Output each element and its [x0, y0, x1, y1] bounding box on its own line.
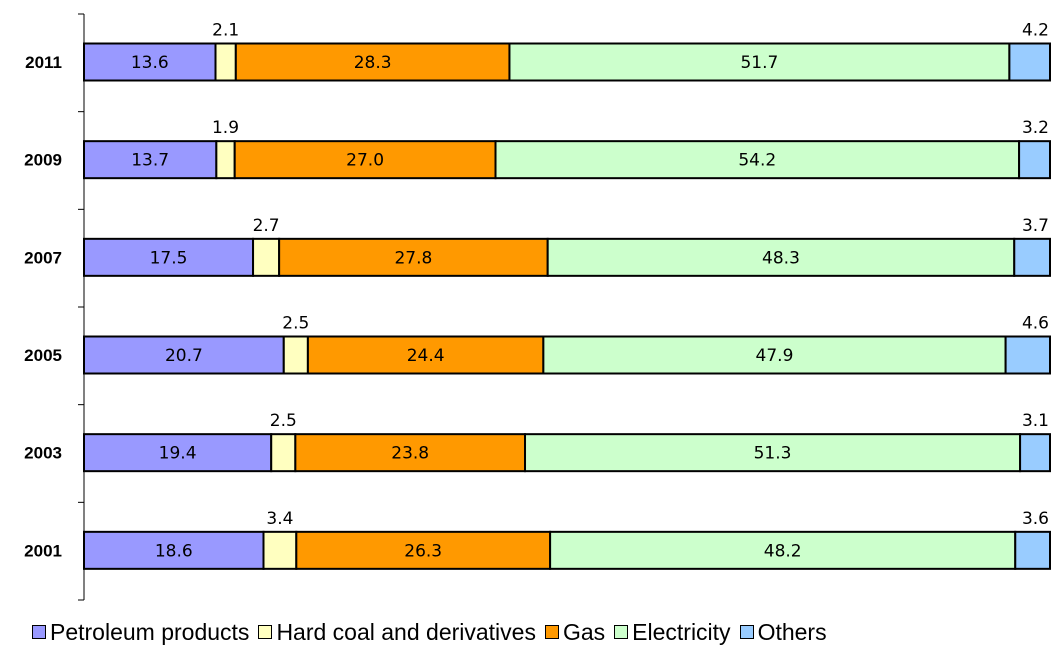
bar-segment	[234, 42, 511, 82]
bar-segment	[295, 530, 552, 570]
data-label: 48.2	[764, 541, 802, 561]
data-label: 51.3	[754, 444, 792, 464]
data-label: 18.6	[155, 541, 193, 561]
data-label: 13.6	[131, 53, 169, 73]
bar-segment	[1019, 433, 1052, 473]
bar-segment	[1014, 530, 1051, 570]
bar-segment	[494, 140, 1021, 180]
data-label: 24.4	[407, 346, 445, 366]
legend-swatch	[258, 625, 273, 639]
bar-segment	[1008, 42, 1052, 82]
data-label: 3.1	[1022, 411, 1049, 431]
data-label: 19.4	[159, 444, 197, 464]
data-label: 23.8	[391, 444, 429, 464]
legend-label: Electricity	[632, 618, 731, 645]
bar-segment	[215, 140, 236, 180]
category-label: 2005	[24, 346, 62, 365]
data-label: 13.7	[131, 151, 169, 171]
data-label: 17.5	[150, 248, 188, 268]
bar-segment	[83, 42, 217, 82]
legend-label: Petroleum products	[50, 618, 250, 645]
category-label: 2001	[24, 541, 62, 560]
data-label: 3.2	[1022, 118, 1049, 138]
data-label: 3.4	[266, 509, 293, 529]
legend-item: Petroleum products	[32, 619, 249, 646]
data-label: 2.1	[212, 21, 239, 41]
labels-layer: 2011 13.6 2.1 28.3 51.7 4.2 2009 13.7 1.9 27.0 54.…	[24, 21, 1049, 562]
category-label: 2003	[24, 444, 62, 463]
data-label: 48.3	[762, 248, 800, 268]
bar-segment	[542, 335, 1007, 375]
bar-segment	[214, 42, 237, 82]
bar-segment	[83, 335, 285, 375]
chart-legend: Petroleum products Hard coal and derivati…	[32, 619, 836, 645]
data-label: 51.7	[740, 53, 778, 73]
category-label: 2007	[24, 248, 62, 267]
bar-segment	[262, 530, 298, 570]
legend-item: Others	[739, 618, 827, 646]
bar-segment	[83, 530, 265, 570]
data-label: 3.7	[1022, 216, 1049, 236]
data-label: 28.3	[354, 53, 392, 73]
bars-layer	[83, 42, 1052, 570]
legend-item: Hard coal and derivatives	[258, 619, 536, 646]
bar-segment	[549, 530, 1017, 570]
data-label: 2.7	[253, 216, 280, 236]
bar-segment	[294, 433, 527, 473]
data-label: 4.6	[1022, 314, 1049, 334]
bar-segment	[1018, 140, 1052, 180]
data-label: 2.5	[270, 411, 297, 431]
bar-segment	[278, 237, 549, 277]
data-label: 54.2	[738, 151, 776, 171]
data-label: 2.5	[282, 314, 309, 334]
bar-segment	[1013, 237, 1051, 277]
data-label: 26.3	[404, 541, 442, 561]
category-label: 2009	[24, 151, 62, 170]
bar-segment	[83, 140, 218, 180]
legend-label: Hard coal and derivatives	[276, 618, 536, 645]
data-label: 1.9	[212, 118, 239, 138]
legend-swatch	[32, 625, 46, 639]
data-label: 27.0	[346, 151, 384, 171]
bar-segment	[233, 140, 497, 180]
category-label: 2011	[25, 53, 62, 72]
data-label: 27.8	[394, 248, 432, 268]
data-label: 20.7	[165, 346, 203, 366]
data-label: 47.9	[756, 346, 794, 366]
category-axis	[78, 13, 85, 601]
data-label: 4.2	[1022, 21, 1049, 41]
legend-label: Others	[757, 618, 827, 645]
legend-label: Gas	[562, 618, 606, 645]
bar-segment	[270, 433, 297, 473]
legend-swatch	[614, 625, 629, 639]
bar-segment	[282, 335, 309, 375]
legend-swatch	[739, 625, 754, 639]
data-label: 3.6	[1022, 509, 1049, 529]
legend-swatch	[544, 625, 559, 639]
legend-item: Gas	[544, 618, 606, 646]
bar-segment	[252, 237, 281, 277]
bar-segment	[1004, 335, 1052, 375]
legend-item: Electricity	[614, 618, 731, 646]
bar-segment	[546, 237, 1016, 277]
bar-segment	[306, 335, 545, 375]
